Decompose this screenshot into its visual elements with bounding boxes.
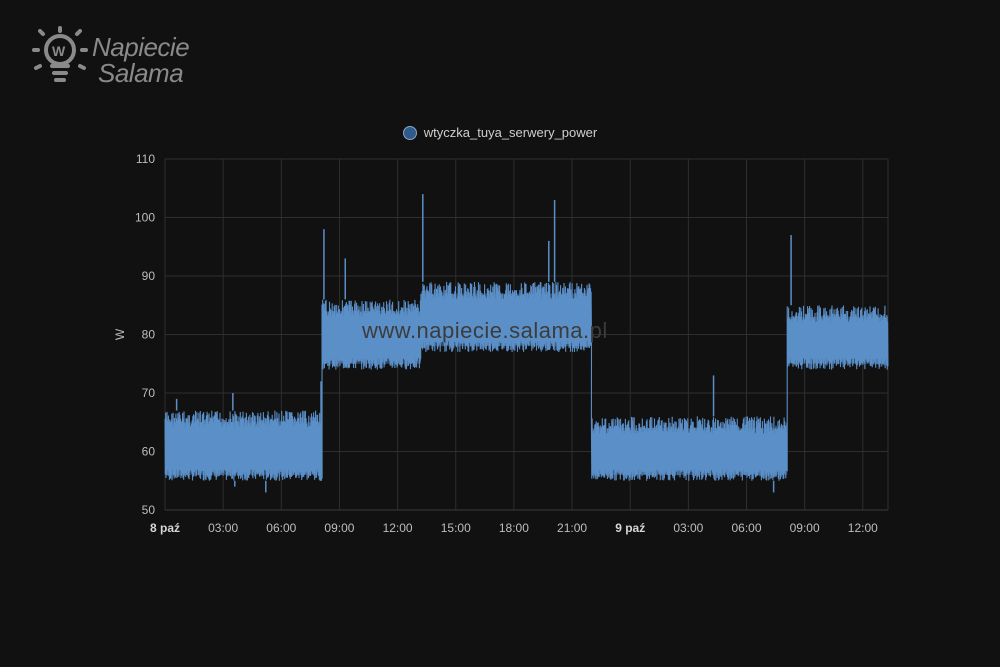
series-line [164, 281, 889, 481]
chart-axes: 50 60 70 80 90 100 110 8 paź 03:00 06:00 09:00 12:0… [113, 152, 878, 535]
y-tick-label: 50 [142, 503, 156, 517]
chart-legend[interactable]: wtyczka_tuya_serwery_power [0, 125, 1000, 140]
y-tick-label: 80 [142, 328, 156, 342]
series-area [164, 194, 889, 493]
x-tick-label: 21:00 [557, 521, 587, 535]
y-tick-label: 110 [136, 152, 155, 166]
x-tick-label: 03:00 [208, 521, 238, 535]
y-tick-label: 100 [135, 211, 155, 225]
x-tick-label: 18:00 [499, 521, 529, 535]
logo-text-line2: Salama [98, 58, 184, 88]
y-tick-label: 60 [142, 445, 156, 459]
x-tick-label: 06:00 [266, 521, 296, 535]
watermark: www.napiecie.salama.pl [362, 318, 608, 343]
y-tick-label: 90 [142, 269, 156, 283]
x-tick-label: 12:00 [383, 521, 413, 535]
legend-series-label: wtyczka_tuya_serwery_power [423, 125, 598, 140]
x-tick-label: 03:00 [673, 521, 703, 535]
x-tick-label: 09:00 [790, 521, 820, 535]
chart-grid [164, 158, 889, 511]
logo-text-line1: Napiecie [92, 32, 190, 62]
x-tick-label: 12:00 [848, 521, 878, 535]
lightbulb-logo-icon: W [32, 26, 88, 82]
x-tick-label: 15:00 [441, 521, 471, 535]
x-tick-label: 06:00 [731, 521, 761, 535]
y-axis-label: W [113, 328, 127, 340]
svg-text:W: W [52, 43, 66, 59]
x-tick-label: 9 paź [615, 521, 645, 535]
x-tick-label: 8 paź [150, 521, 180, 535]
x-tick-label: 09:00 [324, 521, 354, 535]
legend-swatch-icon [402, 126, 417, 140]
y-tick-label: 70 [142, 386, 156, 400]
logo: W Napiecie Salama [30, 26, 210, 92]
